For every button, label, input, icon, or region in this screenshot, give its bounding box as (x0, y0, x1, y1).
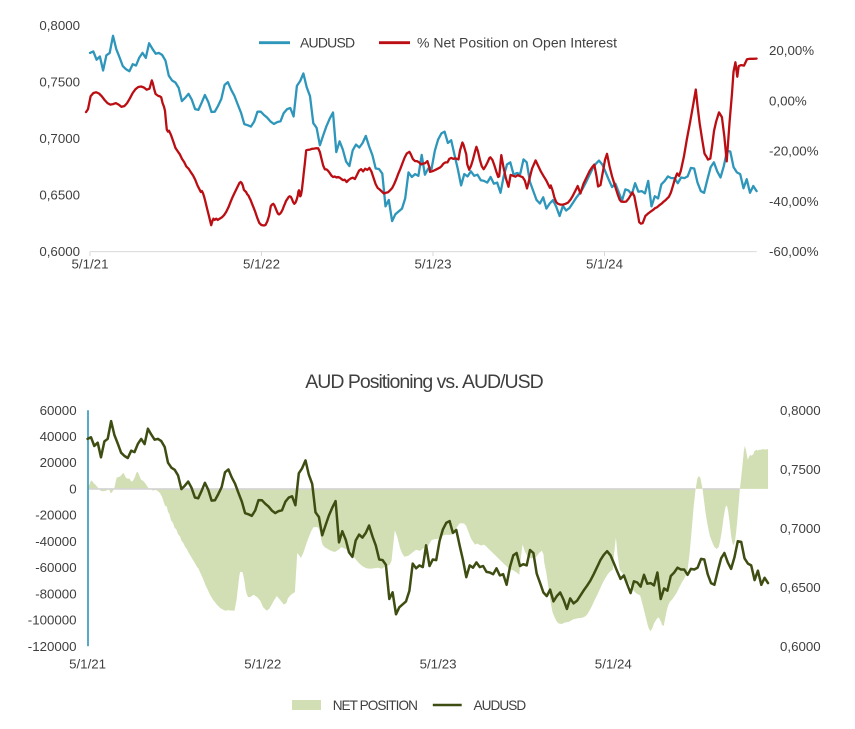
svg-text:-80000: -80000 (35, 586, 76, 601)
svg-text:-40000: -40000 (35, 534, 76, 549)
svg-text:5/1/21: 5/1/21 (72, 257, 109, 272)
svg-text:0,6500: 0,6500 (39, 188, 80, 203)
svg-text:5/1/24: 5/1/24 (595, 657, 632, 672)
svg-text:-20000: -20000 (35, 508, 76, 523)
svg-text:% Net Position on Open Interes: % Net Position on Open Interest (417, 35, 617, 51)
svg-text:5/1/22: 5/1/22 (244, 657, 281, 672)
svg-text:20000: 20000 (40, 455, 77, 470)
svg-text:AUDUSD: AUDUSD (474, 698, 527, 713)
svg-text:-40,00%: -40,00% (769, 194, 819, 209)
svg-text:NET POSITION: NET POSITION (333, 698, 417, 713)
svg-text:-20,00%: -20,00% (769, 144, 819, 159)
svg-text:0,7000: 0,7000 (39, 131, 80, 146)
svg-text:5/1/24: 5/1/24 (586, 257, 623, 272)
svg-text:-60000: -60000 (35, 560, 76, 575)
svg-text:0,6000: 0,6000 (780, 639, 821, 654)
svg-text:0,6000: 0,6000 (39, 244, 80, 259)
svg-text:0,7000: 0,7000 (780, 521, 821, 536)
svg-text:5/1/22: 5/1/22 (243, 257, 280, 272)
svg-text:0,7500: 0,7500 (39, 75, 80, 90)
svg-text:5/1/23: 5/1/23 (415, 257, 452, 272)
svg-text:0,6500: 0,6500 (780, 580, 821, 595)
svg-text:5/1/21: 5/1/21 (69, 657, 106, 672)
svg-text:0: 0 (69, 482, 76, 497)
svg-text:0,8000: 0,8000 (780, 403, 821, 418)
svg-text:20,00%: 20,00% (769, 43, 814, 58)
svg-text:0,00%: 0,00% (769, 93, 807, 108)
svg-text:AUDUSD: AUDUSD (300, 35, 355, 51)
svg-text:-60,00%: -60,00% (769, 244, 819, 259)
svg-text:5/1/23: 5/1/23 (420, 657, 457, 672)
svg-text:-100000: -100000 (28, 613, 77, 628)
svg-text:-120000: -120000 (28, 639, 77, 654)
svg-text:0,8000: 0,8000 (39, 18, 80, 33)
svg-text:AUD Positioning vs. AUD/USD: AUD Positioning vs. AUD/USD (305, 371, 543, 393)
svg-text:60000: 60000 (40, 403, 77, 418)
svg-text:0,7500: 0,7500 (780, 462, 821, 477)
svg-text:40000: 40000 (40, 429, 77, 444)
